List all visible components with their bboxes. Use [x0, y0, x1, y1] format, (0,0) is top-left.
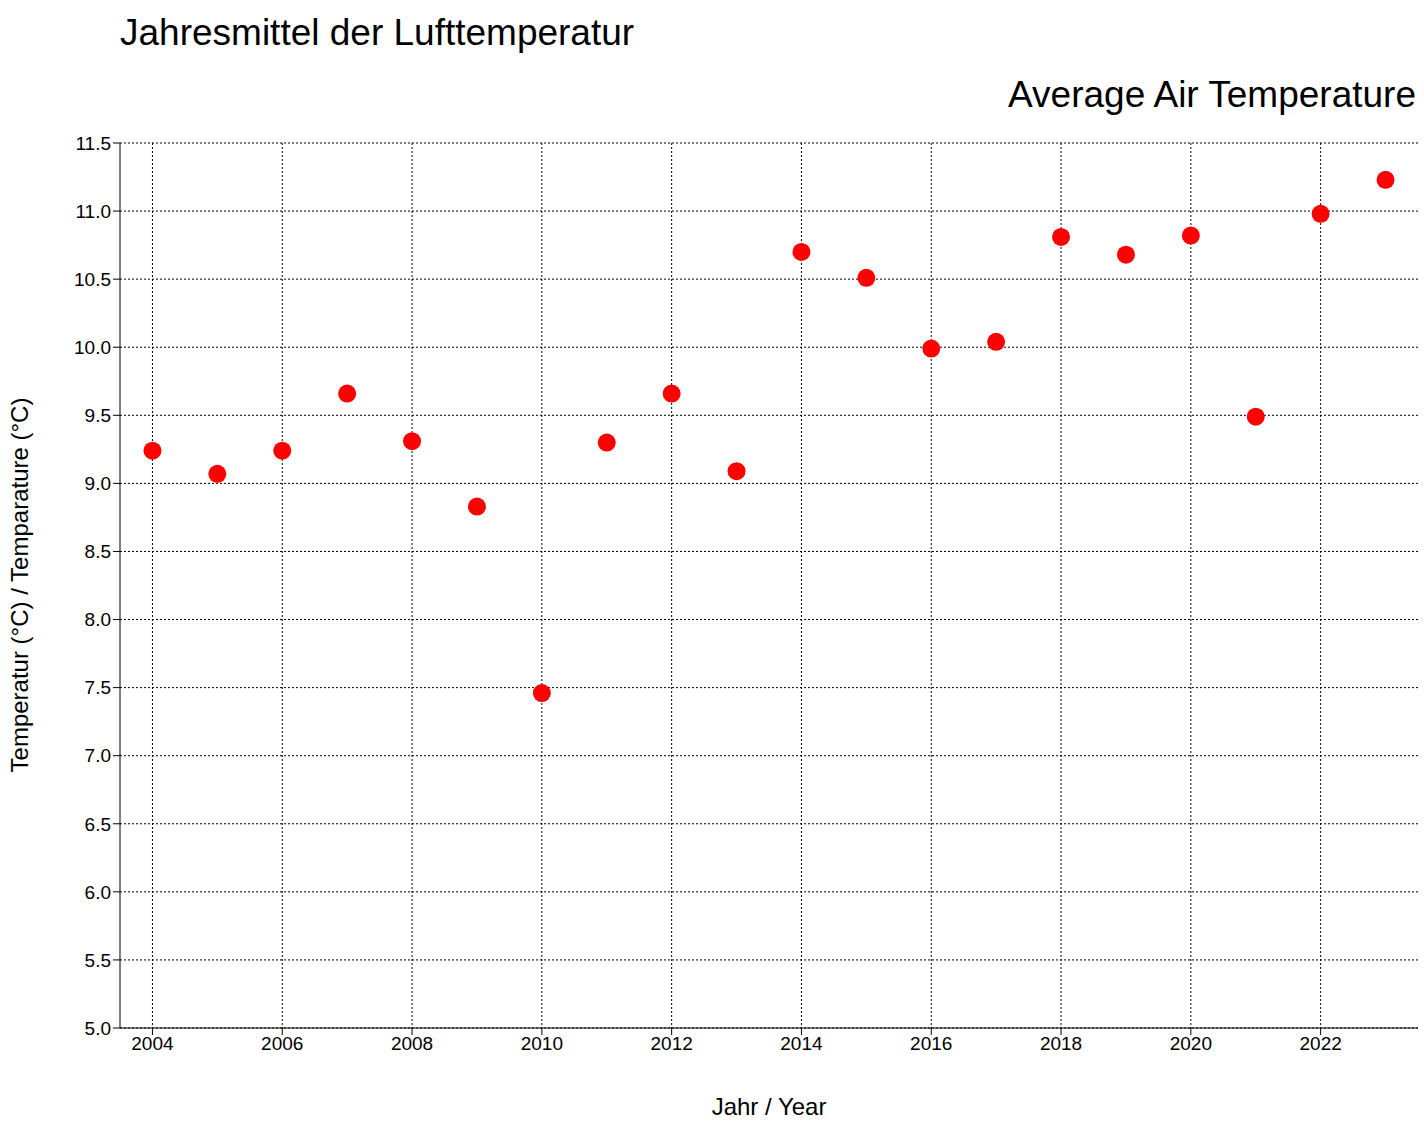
svg-text:11.5: 11.5 — [75, 133, 111, 154]
svg-text:2008: 2008 — [391, 1033, 433, 1054]
svg-text:2010: 2010 — [521, 1033, 563, 1054]
svg-text:2022: 2022 — [1300, 1033, 1342, 1054]
svg-text:2020: 2020 — [1170, 1033, 1212, 1054]
svg-text:2006: 2006 — [261, 1033, 303, 1054]
svg-text:7.5: 7.5 — [85, 677, 111, 698]
svg-text:7.0: 7.0 — [85, 745, 111, 766]
svg-text:10.0: 10.0 — [74, 337, 111, 358]
svg-text:2018: 2018 — [1040, 1033, 1082, 1054]
svg-text:10.5: 10.5 — [74, 269, 111, 290]
svg-text:9.0: 9.0 — [85, 473, 111, 494]
html-text:Jahresmittel der Lufttemperatu: Jahresmittel der Lufttemperatur — [120, 12, 635, 53]
html-text:Temperatur (°C) / Temparature: Temperatur (°C) / Temparature (°C) — [6, 397, 33, 773]
svg-text:9.5: 9.5 — [85, 405, 111, 426]
svg-text:2014: 2014 — [780, 1033, 823, 1054]
svg-text:6.0: 6.0 — [85, 882, 111, 903]
svg-text:5.0: 5.0 — [85, 1018, 111, 1039]
svg-text:11.0: 11.0 — [75, 201, 111, 222]
svg-text:8.0: 8.0 — [85, 609, 111, 630]
html-text:Average Air Temperature: Average Air Temperature — [1008, 74, 1416, 115]
svg-text:8.5: 8.5 — [85, 541, 111, 562]
svg-text:2004: 2004 — [131, 1033, 174, 1054]
svg-text:2012: 2012 — [651, 1033, 693, 1054]
html-text:Jahr / Year: Jahr / Year — [711, 1093, 827, 1120]
svg-text:2016: 2016 — [910, 1033, 952, 1054]
svg-text:6.5: 6.5 — [85, 814, 111, 835]
svg-text:5.5: 5.5 — [85, 950, 111, 971]
